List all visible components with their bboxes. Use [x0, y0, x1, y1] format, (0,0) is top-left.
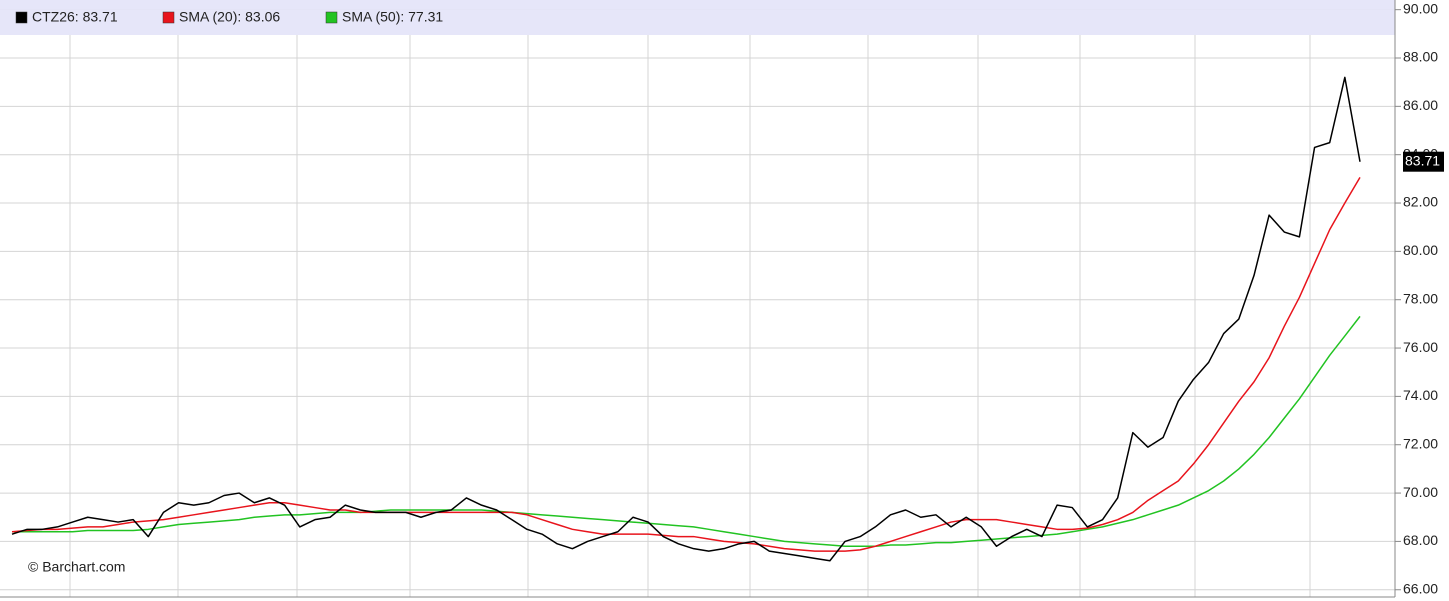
y-tick-label: 72.00	[1403, 435, 1438, 451]
series-line	[12, 315, 1361, 547]
legend-band	[0, 0, 1395, 35]
y-tick-label: 86.00	[1403, 97, 1438, 113]
y-tick-label: 90.00	[1403, 0, 1438, 16]
legend-swatch	[15, 11, 28, 24]
current-value-box	[1403, 151, 1444, 172]
legend-label: SMA (50): 77.31	[342, 9, 443, 25]
series-line	[11, 177, 1361, 552]
legend-swatch	[325, 11, 338, 24]
y-tick-label: 66.00	[1403, 580, 1438, 596]
legend-label: SMA (20): 83.06	[179, 9, 280, 25]
y-tick-label: 82.00	[1403, 194, 1438, 210]
legend-swatch	[162, 11, 175, 24]
y-axis: 66.00 68.00 70.00 72.00 74.00 76.00 78.00 80.00…	[1395, 0, 1444, 596]
horizontal-grid	[0, 9, 1395, 591]
y-tick-label: 76.00	[1403, 339, 1438, 355]
y-tick-label: 78.00	[1403, 290, 1438, 306]
legend-label: CTZ26: 83.71	[32, 9, 118, 25]
legend: CTZ26: 83.71 SMA (20): 83.06 SMA (50): 77.…	[15, 9, 443, 25]
watermark: © Barchart.com	[28, 559, 125, 575]
y-tick-label: 74.00	[1403, 387, 1438, 403]
y-tick-label: 80.00	[1403, 242, 1438, 258]
y-tick-label: 88.00	[1403, 49, 1438, 65]
lines	[11, 76, 1361, 562]
current-value-label: 83.71	[1405, 152, 1440, 168]
vertical-grid	[69, 35, 1311, 597]
y-tick-label: 68.00	[1403, 532, 1438, 548]
series-line	[11, 76, 1361, 562]
y-tick-label: 70.00	[1403, 484, 1438, 500]
